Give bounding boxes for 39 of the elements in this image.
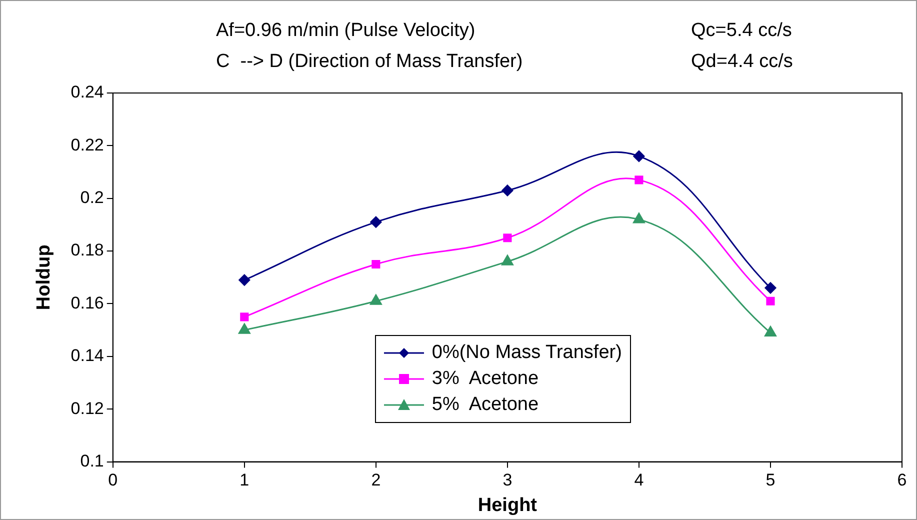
point: [633, 150, 645, 162]
x-tick-label: 6: [897, 470, 907, 490]
text: Qd=4.4 cc/s: [691, 51, 793, 72]
y-tick-label: 0.12: [70, 398, 104, 418]
y-tick-label: 0.1: [80, 451, 104, 470]
legend-label: 3% Acetone: [432, 368, 539, 390]
point: [764, 326, 776, 336]
point: [766, 296, 775, 306]
text: Qc=5.4 cc/s: [691, 20, 792, 42]
legend-label: 5% Acetone: [432, 394, 539, 416]
x-tick-label: 5: [766, 470, 776, 490]
x-axis-title: Height: [478, 494, 538, 516]
point: [370, 294, 382, 305]
point: [370, 216, 382, 228]
x-tick-label: 4: [634, 470, 644, 490]
y-tick-label: 0.16: [70, 293, 104, 312]
x-tick-label: 1: [240, 470, 250, 490]
y-tick-label: 0.18: [70, 240, 104, 260]
x-tick-label: 2: [371, 470, 381, 490]
point: [634, 176, 644, 184]
y-tick-label: 0.22: [70, 135, 104, 154]
point: [502, 184, 514, 196]
y-tick-label: 0.14: [70, 346, 104, 366]
y-tick-label: 0.24: [70, 82, 104, 102]
text: Af=0.96 m/min (Pulse Velocity): [216, 20, 476, 42]
point: [503, 234, 512, 242]
point: [502, 254, 514, 266]
point: [238, 323, 250, 334]
point: [633, 212, 645, 224]
text: C --> D (Direction of Mass Transfer): [216, 51, 523, 72]
point: [372, 260, 380, 269]
x-tick-label: 0: [108, 470, 118, 490]
point: [764, 282, 776, 294]
point: [240, 312, 249, 322]
point: [238, 274, 250, 286]
y-axis-title: Holdup: [34, 244, 55, 310]
x-tick-label: 3: [502, 470, 512, 490]
y-tick-label: 0.2: [80, 188, 104, 208]
legend-label: 0%(No Mass Transfer): [432, 342, 622, 364]
